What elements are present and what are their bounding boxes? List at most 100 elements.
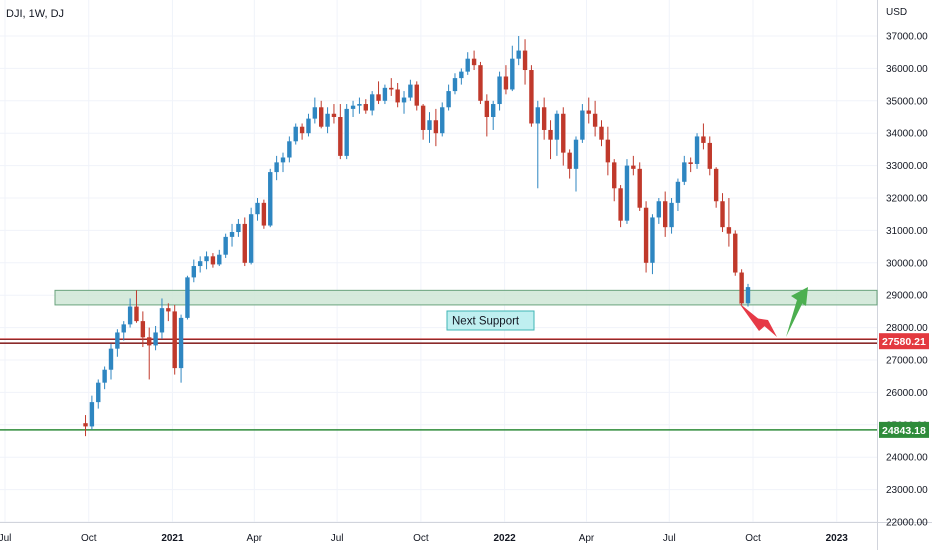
candle <box>650 214 655 275</box>
candle-body <box>567 152 572 169</box>
candle <box>408 79 413 101</box>
support-zone <box>54 289 878 306</box>
candle <box>236 219 241 237</box>
x-tick-label: Apr <box>579 533 595 544</box>
candle-body <box>516 50 521 59</box>
candle-body <box>293 126 298 142</box>
y-tick-label: 36000.00 <box>886 64 928 75</box>
y-tick-label: 24000.00 <box>886 453 928 464</box>
candle <box>662 191 668 237</box>
candle-body <box>643 207 649 263</box>
candle <box>401 91 407 114</box>
candle-body <box>185 277 190 318</box>
candle <box>726 198 732 247</box>
candle <box>96 379 101 409</box>
candle <box>637 162 642 211</box>
candle-body <box>261 202 267 226</box>
candle-body <box>631 165 636 169</box>
candle <box>159 298 165 339</box>
candle <box>471 50 477 71</box>
candle-body <box>497 76 502 105</box>
candle-body <box>491 104 496 117</box>
candle <box>134 290 139 323</box>
candle-body <box>720 201 725 228</box>
candle-body <box>408 84 413 98</box>
candle <box>210 253 216 268</box>
candle-body <box>599 126 604 140</box>
candle <box>350 100 356 117</box>
candle-body <box>420 105 426 130</box>
candle-body <box>522 50 528 71</box>
candle <box>612 159 617 202</box>
candle <box>280 152 286 173</box>
candle <box>484 94 490 137</box>
candle-body <box>280 157 286 163</box>
candle <box>389 78 394 96</box>
y-tick-label: 37000.00 <box>886 32 928 43</box>
candle <box>140 311 146 348</box>
candle-body <box>427 120 432 130</box>
candle-body <box>242 223 247 263</box>
candle <box>293 123 298 145</box>
next-support-note-box <box>446 310 535 331</box>
candle-body <box>166 308 171 312</box>
candle-body <box>191 266 197 278</box>
candle <box>369 91 375 116</box>
candle <box>733 230 738 276</box>
candle-body <box>535 107 540 124</box>
candle-body <box>147 337 152 346</box>
candle <box>682 155 687 186</box>
candle-body <box>121 324 126 333</box>
candle <box>357 97 362 114</box>
candle-body <box>363 104 368 111</box>
y-tick-label: 29000.00 <box>886 291 928 302</box>
candle <box>115 329 120 357</box>
candle <box>739 269 744 305</box>
candle-body <box>159 308 165 333</box>
candle-body <box>592 113 598 127</box>
candle <box>248 207 254 265</box>
candle-body <box>204 256 209 262</box>
candle-body <box>675 181 681 203</box>
x-tick-label: Jul <box>0 533 11 544</box>
candle <box>446 84 451 111</box>
candle-body <box>446 91 451 108</box>
candle-body <box>739 272 744 304</box>
candle-body <box>236 223 241 233</box>
candle-body <box>223 236 228 255</box>
candle-body <box>268 172 273 226</box>
candle <box>440 102 445 137</box>
candle-body <box>662 201 668 228</box>
price-tag-27580: 27580.21 <box>882 336 926 348</box>
candle <box>338 104 343 160</box>
x-tick-label: Oct <box>745 533 761 544</box>
price-tag-24843-bg <box>879 421 929 438</box>
candle <box>147 327 152 380</box>
candle-body <box>669 202 674 228</box>
candle <box>688 157 693 173</box>
candle <box>624 159 630 224</box>
candle <box>707 136 712 176</box>
candle <box>465 52 470 75</box>
candle <box>701 123 706 150</box>
candle-body <box>573 139 579 169</box>
candle-body <box>325 113 330 127</box>
candle-body <box>255 202 260 215</box>
candle-body <box>102 369 107 383</box>
candle <box>197 256 203 273</box>
candle <box>631 155 636 176</box>
currency-label: USD <box>886 7 907 18</box>
x-tick-label: 2022 <box>493 533 516 544</box>
candle <box>643 201 649 273</box>
candle <box>382 84 388 105</box>
candle <box>573 136 579 192</box>
y-tick-label: 32000.00 <box>886 194 928 205</box>
candle <box>261 199 267 229</box>
candle <box>299 123 305 140</box>
candle <box>344 104 349 160</box>
candle <box>268 168 273 228</box>
candle <box>503 65 509 95</box>
candle <box>605 126 611 176</box>
candle-body <box>312 107 318 119</box>
